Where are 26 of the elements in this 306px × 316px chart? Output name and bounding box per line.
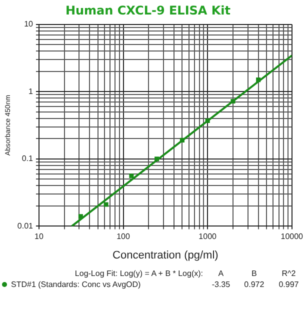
chart-title: Human CXCL-9 ELISA Kit bbox=[65, 3, 231, 18]
y-tick-label: 10 bbox=[24, 20, 34, 29]
legend-label: STD#1 (Standards: Conc vs AvgOD) bbox=[10, 279, 142, 290]
point bbox=[230, 98, 236, 104]
point bbox=[78, 214, 83, 219]
y-tick-label: 0.1 bbox=[22, 154, 34, 164]
x-tick-label: 10 bbox=[34, 232, 44, 242]
point bbox=[205, 118, 210, 123]
text: 0.972 bbox=[243, 279, 266, 290]
text: -3.35 bbox=[210, 279, 232, 290]
text: A bbox=[217, 268, 225, 279]
x-axis-title: Concentration (pg/ml) bbox=[112, 249, 218, 262]
x-tick-label: 10000 bbox=[280, 232, 304, 242]
text: Log-Log Fit: Log(y) = A + B * Log(x): bbox=[74, 268, 204, 279]
point bbox=[154, 156, 160, 162]
point bbox=[104, 202, 108, 207]
y-tick-label: 0.01 bbox=[17, 221, 34, 230]
point bbox=[256, 78, 261, 82]
text: 0.997 bbox=[278, 279, 300, 290]
text: B bbox=[250, 268, 258, 279]
y-tick-label: 1 bbox=[28, 86, 34, 96]
x-tick-label: 100 bbox=[116, 232, 130, 242]
x-tick-label: 1000 bbox=[198, 232, 218, 242]
point bbox=[180, 138, 184, 142]
point bbox=[129, 174, 134, 178]
text: R^2 bbox=[280, 268, 297, 279]
